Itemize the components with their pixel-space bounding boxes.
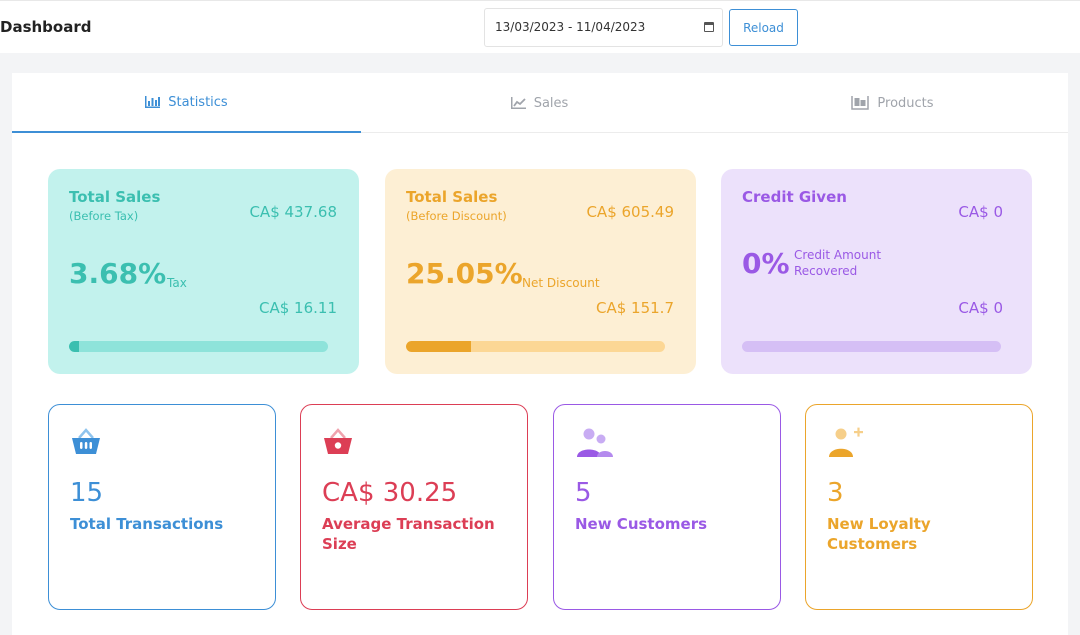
card-title: Total Sales	[69, 188, 161, 206]
new-customers-card: 5 New Customers	[553, 404, 781, 610]
new-loyalty-customers-card: 3 New Loyalty Customers	[805, 404, 1033, 610]
bar-chart-icon	[145, 96, 161, 108]
card-title: Total Sales	[406, 188, 498, 206]
card-title: Credit Given	[742, 188, 847, 206]
line-chart-icon	[510, 97, 526, 109]
stat-label: Average Transaction Size	[322, 515, 495, 553]
stat-label: Total Transactions	[70, 515, 224, 533]
progress-fill	[406, 341, 471, 352]
dashboard-panel: Statistics Sales Products Total Sales (B…	[12, 73, 1068, 635]
discount-percent-label: Net Discount	[522, 276, 600, 290]
tab-products-label: Products	[877, 95, 934, 111]
user-plus-icon	[829, 427, 863, 457]
basket-icon	[72, 428, 100, 454]
calendar-icon[interactable]	[704, 22, 714, 32]
credit-given-amount: CA$ 0	[958, 203, 1003, 221]
credit-progress-bar	[742, 341, 1001, 352]
stat-value: 15	[70, 478, 104, 508]
tab-sales-label: Sales	[533, 95, 569, 111]
discount-progress-bar	[406, 341, 665, 352]
stat-value: 5	[575, 478, 592, 508]
tab-bar: Statistics Sales Products	[12, 73, 1068, 133]
stat-label: New Loyalty Customers	[827, 515, 931, 553]
tax-summary-card: Total Sales (Before Tax) CA$ 437.68 3.68…	[48, 169, 359, 374]
stat-value: CA$ 30.25	[322, 478, 458, 508]
basket-icon	[324, 428, 352, 454]
progress-fill	[69, 341, 79, 352]
total-sales-amount: CA$ 437.68	[249, 203, 337, 221]
users-icon	[577, 428, 613, 457]
stat-value: 3	[827, 478, 844, 508]
date-range-picker[interactable]: 13/03/2023 - 11/04/2023	[484, 8, 723, 47]
pallet-boxes-icon	[851, 96, 870, 110]
discount-amount: CA$ 151.7	[596, 299, 674, 317]
tab-products[interactable]: Products	[718, 73, 1067, 133]
credit-recovered-label: Credit Amount Recovered	[794, 248, 882, 278]
tax-amount: CA$ 16.11	[259, 299, 337, 317]
tab-sales[interactable]: Sales	[365, 73, 714, 133]
stat-label: New Customers	[575, 515, 708, 533]
reload-button[interactable]: Reload	[729, 9, 798, 46]
average-transaction-card: CA$ 30.25 Average Transaction Size	[300, 404, 528, 610]
tab-statistics-label: Statistics	[168, 94, 228, 110]
card-subtitle: (Before Discount)	[406, 209, 507, 223]
credit-summary-card: Credit Given CA$ 0 0% Credit Amount Reco…	[721, 169, 1032, 374]
tax-percent-label: Tax	[167, 276, 187, 290]
tax-percent: 3.68%	[69, 257, 167, 290]
discount-percent: 25.05%	[406, 257, 523, 290]
tab-statistics[interactable]: Statistics	[12, 73, 361, 133]
total-transactions-card: 15 Total Transactions	[48, 404, 276, 610]
card-subtitle: (Before Tax)	[69, 209, 139, 223]
page-title: Dashboard	[0, 18, 92, 36]
credit-recovered-percent: 0%	[742, 247, 790, 280]
total-sales-amount: CA$ 605.49	[586, 203, 674, 221]
discount-summary-card: Total Sales (Before Discount) CA$ 605.49…	[385, 169, 696, 374]
tax-progress-bar	[69, 341, 328, 352]
date-range-text: 13/03/2023 - 11/04/2023	[495, 20, 646, 34]
top-bar: Dashboard 13/03/2023 - 11/04/2023 Reload	[0, 0, 1080, 53]
credit-recovered-amount: CA$ 0	[958, 299, 1003, 317]
